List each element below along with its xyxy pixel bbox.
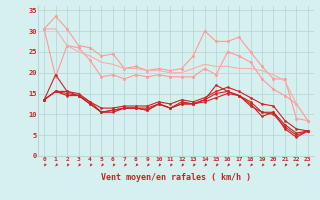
X-axis label: Vent moyen/en rafales ( km/h ): Vent moyen/en rafales ( km/h ) <box>101 174 251 182</box>
